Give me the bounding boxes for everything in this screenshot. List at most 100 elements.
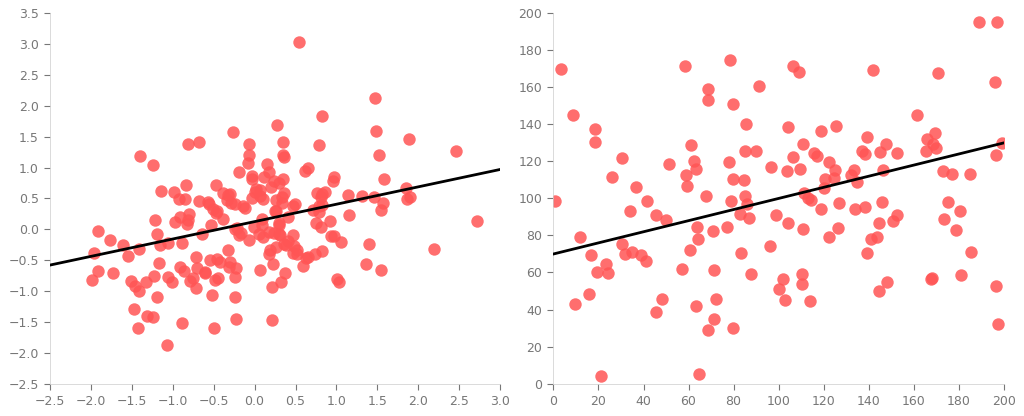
Point: [176, 268, 193, 275]
Point: [873, 199, 890, 206]
Point: [721, 159, 737, 166]
Point: [794, 270, 810, 277]
Point: [677, 63, 693, 69]
Point: [371, 152, 387, 158]
Point: [742, 270, 759, 277]
Point: [924, 276, 940, 282]
Point: [278, 270, 294, 276]
Point: [251, 230, 267, 237]
Point: [817, 176, 834, 183]
Point: [732, 211, 749, 218]
Point: [449, 147, 465, 154]
Point: [182, 277, 199, 284]
Point: [167, 218, 183, 225]
Point: [32, 315, 48, 322]
Point: [271, 220, 288, 227]
Point: [184, 274, 201, 281]
Point: [181, 211, 198, 218]
Point: [174, 320, 190, 327]
Point: [86, 250, 102, 257]
Point: [686, 157, 702, 164]
Point: [699, 97, 716, 103]
Point: [309, 189, 326, 196]
Point: [374, 207, 390, 213]
Point: [174, 240, 190, 246]
Point: [289, 250, 305, 257]
Point: [779, 123, 796, 130]
Point: [311, 142, 328, 149]
Point: [547, 198, 563, 205]
Point: [885, 218, 901, 224]
Point: [276, 240, 293, 247]
Point: [373, 267, 389, 273]
Point: [273, 193, 290, 200]
Point: [326, 178, 342, 185]
Point: [725, 324, 741, 331]
Point: [357, 261, 374, 268]
Point: [314, 248, 331, 254]
Point: [779, 167, 796, 174]
Point: [688, 303, 705, 310]
Point: [367, 94, 383, 101]
Point: [733, 250, 750, 257]
Point: [587, 126, 603, 132]
Point: [287, 201, 303, 208]
Point: [740, 214, 757, 221]
Point: [248, 186, 264, 192]
Point: [281, 238, 297, 244]
Point: [725, 176, 741, 182]
Point: [201, 200, 217, 207]
Point: [272, 232, 289, 238]
Point: [400, 136, 417, 142]
Point: [202, 257, 218, 263]
Point: [658, 217, 675, 223]
Point: [597, 261, 613, 267]
Point: [679, 183, 695, 189]
Point: [177, 196, 194, 203]
Point: [210, 275, 226, 282]
Point: [198, 269, 214, 276]
Point: [581, 290, 597, 297]
Point: [398, 185, 415, 192]
Point: [375, 199, 391, 206]
Point: [159, 342, 175, 349]
Point: [737, 192, 754, 199]
Point: [725, 101, 741, 107]
Point: [105, 269, 122, 276]
Point: [706, 316, 722, 322]
Point: [148, 293, 165, 300]
Point: [688, 166, 705, 173]
Point: [989, 19, 1006, 25]
Point: [340, 192, 356, 198]
Point: [130, 288, 146, 295]
Point: [613, 154, 630, 161]
Point: [251, 187, 267, 193]
Point: [273, 200, 290, 207]
Point: [331, 279, 347, 286]
Point: [588, 139, 604, 146]
Point: [739, 201, 756, 208]
Point: [160, 274, 176, 280]
Point: [988, 282, 1005, 289]
Point: [469, 218, 485, 225]
Point: [310, 202, 327, 209]
Point: [930, 70, 946, 77]
Point: [871, 149, 888, 156]
Point: [278, 241, 294, 248]
Point: [928, 144, 944, 151]
Point: [628, 184, 644, 191]
Point: [927, 130, 943, 136]
Point: [297, 168, 313, 175]
Point: [889, 212, 905, 218]
Point: [208, 181, 224, 188]
Point: [709, 295, 725, 302]
Point: [826, 166, 843, 173]
Point: [285, 202, 301, 209]
Point: [145, 272, 162, 279]
Point: [222, 199, 239, 206]
Point: [925, 275, 941, 282]
Point: [308, 220, 325, 226]
Point: [399, 196, 416, 203]
Point: [700, 327, 717, 334]
Point: [222, 191, 239, 198]
